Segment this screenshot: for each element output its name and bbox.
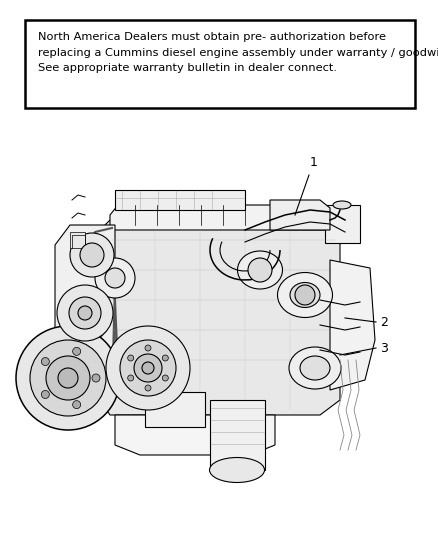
Circle shape: [73, 401, 81, 409]
Bar: [210, 400, 265, 470]
Circle shape: [128, 375, 134, 381]
Bar: [325, 205, 360, 243]
Circle shape: [46, 356, 90, 400]
Circle shape: [120, 340, 176, 396]
Circle shape: [41, 391, 49, 399]
Polygon shape: [330, 260, 375, 390]
Ellipse shape: [289, 347, 341, 389]
Circle shape: [162, 355, 168, 361]
Circle shape: [57, 285, 113, 341]
Circle shape: [95, 258, 135, 298]
Circle shape: [70, 233, 114, 277]
Polygon shape: [110, 205, 325, 230]
Circle shape: [162, 375, 168, 381]
Circle shape: [41, 358, 49, 366]
Polygon shape: [115, 415, 275, 455]
Circle shape: [92, 374, 100, 382]
Ellipse shape: [290, 282, 320, 308]
Circle shape: [134, 354, 162, 382]
Circle shape: [248, 258, 272, 282]
Text: 3: 3: [380, 342, 388, 354]
Text: North America Dealers must obtain pre- authorization before: North America Dealers must obtain pre- a…: [38, 32, 386, 42]
Bar: [25, 20, 415, 108]
Circle shape: [80, 243, 104, 267]
Circle shape: [105, 268, 125, 288]
Circle shape: [30, 340, 106, 416]
Ellipse shape: [209, 457, 265, 482]
Text: See appropriate warranty bulletin in dealer connect.: See appropriate warranty bulletin in dea…: [38, 63, 337, 73]
Ellipse shape: [300, 356, 330, 380]
Polygon shape: [100, 220, 340, 415]
Text: 2: 2: [380, 317, 388, 329]
Polygon shape: [270, 200, 330, 230]
Bar: [115, 190, 245, 210]
Circle shape: [142, 362, 154, 374]
Text: 1: 1: [310, 157, 318, 169]
Polygon shape: [55, 225, 115, 390]
Circle shape: [128, 355, 134, 361]
Circle shape: [73, 348, 81, 356]
Circle shape: [16, 326, 120, 430]
Circle shape: [69, 297, 101, 329]
Circle shape: [295, 285, 315, 305]
Circle shape: [78, 306, 92, 320]
Circle shape: [58, 368, 78, 388]
Circle shape: [145, 385, 151, 391]
Ellipse shape: [278, 272, 332, 318]
Ellipse shape: [237, 251, 283, 289]
Ellipse shape: [333, 201, 351, 209]
Circle shape: [106, 326, 190, 410]
Bar: [145, 392, 205, 427]
Text: replacing a Cummins diesel engine assembly under warranty / goodwill.: replacing a Cummins diesel engine assemb…: [38, 47, 438, 58]
Circle shape: [145, 345, 151, 351]
Polygon shape: [70, 232, 85, 248]
